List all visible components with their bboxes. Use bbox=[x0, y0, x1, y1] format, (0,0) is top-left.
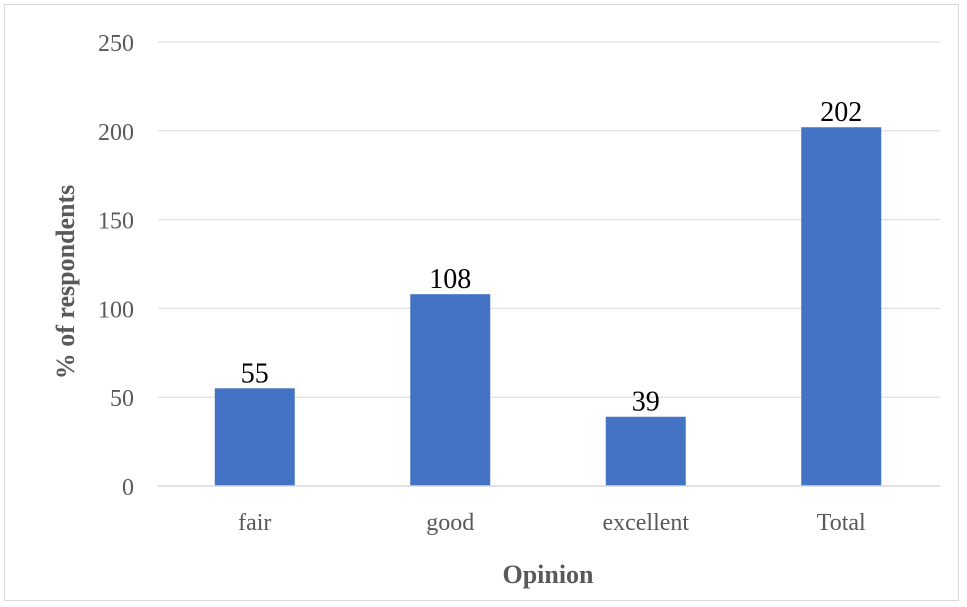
y-tick-label: 100 bbox=[98, 297, 134, 323]
bar-good bbox=[410, 294, 491, 486]
y-axis-title: % of respondents bbox=[51, 185, 80, 380]
data-labels: 55 108 39 202 bbox=[241, 97, 863, 417]
x-axis-title: Opinion bbox=[502, 560, 594, 589]
bar-fair bbox=[214, 388, 295, 486]
bar-excellent bbox=[605, 416, 686, 486]
x-tick-label: excellent bbox=[602, 510, 689, 536]
y-tick-label: 250 bbox=[98, 31, 134, 57]
x-tick-label: fair bbox=[238, 510, 271, 536]
bar-total bbox=[801, 127, 882, 487]
data-label: 108 bbox=[429, 264, 471, 295]
x-tick-label: Total bbox=[817, 510, 866, 536]
x-tick-label: good bbox=[426, 510, 474, 536]
y-tick-label: 50 bbox=[110, 386, 134, 412]
data-label: 39 bbox=[632, 387, 660, 418]
y-tick-label: 150 bbox=[98, 209, 134, 235]
y-tick-label: 200 bbox=[98, 120, 134, 146]
bars bbox=[214, 127, 882, 487]
data-label: 202 bbox=[820, 97, 862, 128]
x-axis-ticks: fair good excellent Total bbox=[238, 510, 866, 536]
y-axis-ticks: 0 50 100 150 200 250 bbox=[98, 31, 134, 501]
y-tick-label: 0 bbox=[122, 475, 134, 501]
data-label: 55 bbox=[241, 358, 269, 389]
